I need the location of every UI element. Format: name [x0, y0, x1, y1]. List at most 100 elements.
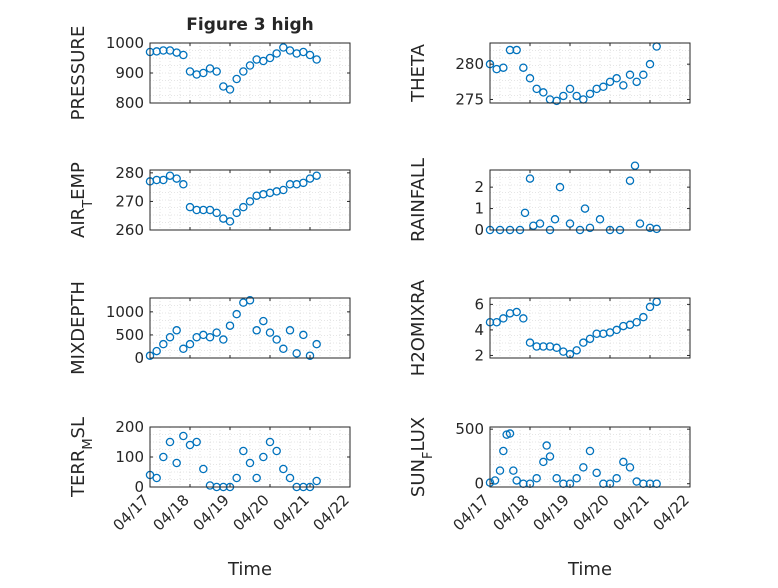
data-point [292, 349, 301, 358]
data-point [205, 332, 215, 342]
data-point [245, 197, 255, 206]
y-tick-label: 500 [115, 326, 144, 344]
x-axis-label: Time [227, 559, 272, 580]
data-point [179, 344, 188, 354]
data-point [592, 468, 601, 478]
data-point [259, 56, 268, 66]
data-point [285, 46, 295, 55]
data-point [265, 328, 275, 337]
y-tick-label: 1000 [106, 303, 144, 321]
y-tick-label: 275 [455, 90, 484, 108]
data-point [559, 91, 568, 101]
data-point [520, 208, 530, 218]
data-point [159, 339, 168, 349]
data-point [225, 321, 235, 330]
data-point [272, 335, 281, 344]
data-point [535, 219, 545, 228]
data-point [179, 431, 188, 441]
data-point [599, 82, 608, 92]
y-axis-label: H2OMIXRA [408, 279, 429, 376]
data-point [612, 74, 621, 83]
data-point [625, 70, 635, 80]
data-point [572, 346, 581, 355]
data-point [152, 346, 161, 356]
data-point [232, 208, 241, 218]
data-point [550, 215, 560, 224]
data-point [580, 204, 590, 213]
subplot-2: 260 270 280 AIRTEMP [68, 162, 351, 239]
data-point [185, 440, 195, 450]
data-point [245, 296, 255, 305]
data-point [225, 85, 235, 94]
data-point [555, 182, 565, 192]
data-point [505, 429, 515, 438]
data-point [219, 335, 228, 344]
data-point [612, 325, 621, 335]
y-tick-label: 2 [474, 346, 484, 364]
data-point [299, 330, 308, 340]
data-point [305, 351, 315, 360]
subplot-5: 2 4 6 H2OMIXRA [408, 279, 691, 376]
y-axis-label: SUNFLUX [408, 417, 436, 497]
y-tick-label: 4 [474, 321, 484, 339]
x-tick-label: 04/17 [450, 491, 493, 534]
data-point [532, 474, 541, 483]
data-point [232, 74, 241, 84]
data-point [499, 446, 508, 456]
y-tick-label: 200 [115, 418, 144, 436]
y-tick-label: 500 [455, 420, 484, 438]
data-point [239, 202, 248, 212]
y-axis-label: PRESSURE [68, 26, 89, 121]
axes-box [149, 297, 351, 359]
subplot-4: 0 500 1000 MIXDEPTH [68, 281, 351, 375]
data-point [619, 457, 628, 467]
data-point [232, 309, 241, 319]
data-point [185, 339, 195, 349]
data-point [165, 332, 175, 342]
y-tick-label: 0 [474, 475, 484, 493]
data-point [205, 64, 215, 73]
data-point [512, 307, 521, 317]
data-point [312, 55, 321, 64]
axes-box [489, 169, 691, 231]
data-point [585, 89, 595, 99]
figure-title: Figure 3 high [186, 15, 314, 35]
data-point [635, 219, 645, 228]
data-point [259, 316, 268, 326]
data-point [519, 314, 528, 323]
x-tick-label: 04/18 [150, 491, 193, 534]
data-point [545, 452, 555, 461]
x-tick-label: 04/19 [190, 491, 233, 534]
data-point [499, 314, 508, 323]
data-point [159, 452, 168, 462]
data-point [279, 43, 288, 52]
axes-box [489, 426, 691, 488]
y-tick-label: 900 [115, 64, 144, 82]
data-point [630, 161, 640, 170]
y-tick-label: 0 [474, 221, 484, 239]
data-point [252, 326, 261, 335]
data-point [579, 338, 588, 347]
data-point [165, 437, 175, 447]
x-tick-label: 04/21 [270, 491, 313, 534]
data-point [632, 318, 641, 327]
axes-box [489, 42, 691, 104]
y-tick-label: 1 [474, 200, 484, 218]
data-point [572, 474, 581, 483]
data-point [199, 68, 208, 78]
data-point [652, 224, 661, 234]
data-point [305, 50, 315, 60]
data-point [525, 338, 535, 347]
data-point [512, 476, 521, 485]
y-axis-label: THETA [408, 43, 429, 103]
y-tick-label: 0 [134, 349, 144, 367]
data-point [565, 84, 575, 94]
data-point [285, 326, 295, 335]
subplot-3: 0 1 2 RAINFALL [408, 158, 691, 242]
data-point [542, 441, 551, 450]
y-tick-label: 6 [474, 295, 484, 313]
data-point [312, 339, 321, 349]
y-tick-label: 280 [115, 164, 144, 182]
